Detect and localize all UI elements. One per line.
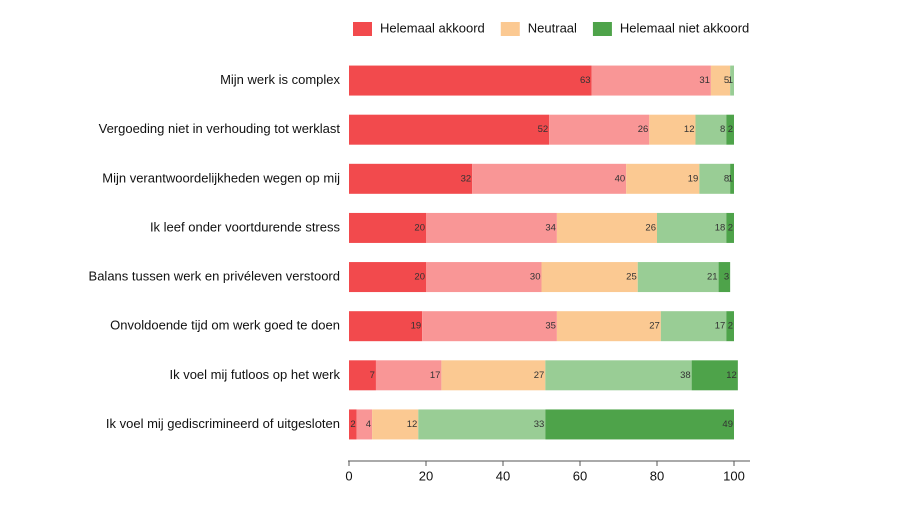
bar-segment <box>726 212 734 243</box>
bar-segment <box>649 114 696 145</box>
bar-segment <box>349 360 376 391</box>
value-label: 26 <box>638 124 649 135</box>
value-label: 12 <box>407 419 418 430</box>
bar-segment <box>426 262 542 293</box>
bar-segment <box>726 114 734 145</box>
bar-segment <box>372 409 419 440</box>
bar-segment <box>710 65 731 96</box>
value-label: 18 <box>715 222 726 233</box>
value-label: 1 <box>728 75 733 86</box>
category-label: Ik voel mij gediscrimineerd of uitgeslot… <box>106 416 340 431</box>
value-label: 7 <box>370 370 375 381</box>
value-label: 3 <box>724 272 729 283</box>
value-label: 21 <box>707 272 718 283</box>
value-label: 26 <box>645 222 656 233</box>
value-label: 49 <box>722 419 733 430</box>
value-label: 25 <box>626 272 637 283</box>
value-label: 12 <box>726 370 737 381</box>
bar-segment <box>349 163 473 194</box>
value-label: 31 <box>699 75 710 86</box>
bar-segment <box>545 409 734 440</box>
bar-segment <box>695 114 727 145</box>
value-label: 5 <box>724 75 729 86</box>
value-label: 34 <box>545 222 556 233</box>
x-tick-label: 40 <box>496 468 510 483</box>
value-label: 35 <box>545 321 556 332</box>
value-label: 4 <box>366 419 371 430</box>
bar-segment <box>541 262 638 293</box>
value-label: 2 <box>350 419 355 430</box>
bar-segment <box>718 262 731 293</box>
category-label: Balans tussen werk en privéleven verstoo… <box>89 269 340 284</box>
bar-segment <box>726 311 734 342</box>
bar-segment <box>356 409 373 440</box>
category-label: Mijn verantwoordelijkheden wegen op mij <box>102 170 340 185</box>
value-label: 1 <box>728 173 733 184</box>
bar-segment <box>637 262 719 293</box>
bar-segment <box>349 409 357 440</box>
bar-segment <box>556 212 657 243</box>
legend-label: Helemaal niet akkoord <box>620 20 749 35</box>
bar-segment <box>472 163 627 194</box>
bar-segment <box>349 311 423 342</box>
bar-segment <box>699 163 731 194</box>
value-label: 32 <box>461 173 472 184</box>
value-label: 8 <box>720 124 725 135</box>
bar-segment <box>349 114 550 145</box>
bar-segment <box>441 360 546 391</box>
category-label: Ik voel mij futloos op het werk <box>169 367 340 382</box>
value-label: 20 <box>414 272 425 283</box>
x-tick-label: 20 <box>419 468 433 483</box>
value-label: 38 <box>680 370 691 381</box>
value-label: 30 <box>530 272 541 283</box>
value-label: 63 <box>580 75 591 86</box>
x-tick-label: 80 <box>650 468 664 483</box>
value-label: 19 <box>688 173 699 184</box>
legend-label: Helemaal akkoord <box>380 20 485 35</box>
category-label: Vergoeding niet in verhouding tot werkla… <box>99 121 341 136</box>
bar-segment <box>545 360 692 391</box>
value-label: 19 <box>411 321 422 332</box>
bar-segment <box>349 262 426 293</box>
value-label: 17 <box>715 321 726 332</box>
bar-segment <box>375 360 442 391</box>
value-label: 8 <box>724 173 729 184</box>
value-label: 52 <box>538 124 549 135</box>
bar-segment <box>426 212 557 243</box>
value-label: 33 <box>534 419 545 430</box>
bar-segment <box>349 65 592 96</box>
bar-segment <box>591 65 711 96</box>
bar-segment <box>730 163 734 194</box>
bar-segment <box>556 311 661 342</box>
bar-segment <box>549 114 650 145</box>
value-label: 2 <box>728 222 733 233</box>
x-tick-label: 60 <box>573 468 587 483</box>
value-label: 27 <box>649 321 660 332</box>
value-label: 12 <box>684 124 695 135</box>
legend-swatch <box>500 22 520 36</box>
value-label: 17 <box>430 370 441 381</box>
bar-segment <box>730 65 734 96</box>
category-label: Ik leef onder voortdurende stress <box>150 219 341 234</box>
bar-segment <box>349 212 426 243</box>
category-label: Mijn werk is complex <box>220 72 340 87</box>
category-label: Onvoldoende tijd om werk goed te doen <box>110 318 340 333</box>
bar-segment <box>418 409 546 440</box>
value-label: 2 <box>728 124 733 135</box>
bar-segment <box>691 360 738 391</box>
x-tick-label: 100 <box>723 468 745 483</box>
value-label: 2 <box>728 321 733 332</box>
legend-swatch <box>592 22 612 36</box>
value-label: 40 <box>615 173 626 184</box>
bar-segment <box>660 311 727 342</box>
bar-segment <box>626 163 700 194</box>
legend-swatch <box>353 22 372 36</box>
bar-segment <box>657 212 727 243</box>
legend-label: Neutraal <box>528 20 577 35</box>
value-label: 20 <box>414 222 425 233</box>
value-label: 27 <box>534 370 545 381</box>
bar-segment <box>422 311 557 342</box>
x-tick-label: 0 <box>345 468 352 483</box>
